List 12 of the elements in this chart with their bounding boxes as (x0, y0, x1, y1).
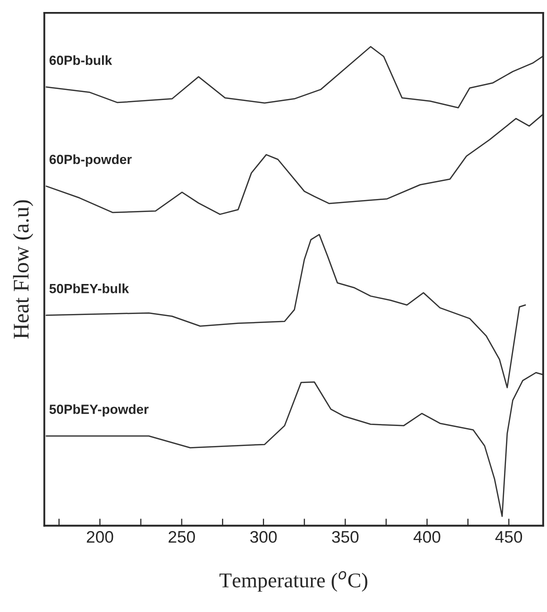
series-label: 60Pb-bulk (50, 55, 112, 66)
x-axis-title: Temperature ($^{o}$C) (220, 571, 368, 592)
x-tick-label: 250 (168, 531, 195, 543)
series-label: 60Pb-powder (50, 154, 132, 167)
x-tick-label: 400 (414, 531, 440, 543)
x-tick-label: 350 (332, 531, 359, 543)
y-axis-title: Heat Flow (a.u) (13, 200, 34, 339)
series-label: 50PbEY-bulk (49, 284, 129, 294)
series-label: 50PbEY-powder (49, 404, 149, 417)
x-tick-label: 200 (86, 531, 114, 543)
x-tick-label: 450 (495, 531, 522, 543)
x-tick-label: 300 (250, 531, 277, 543)
